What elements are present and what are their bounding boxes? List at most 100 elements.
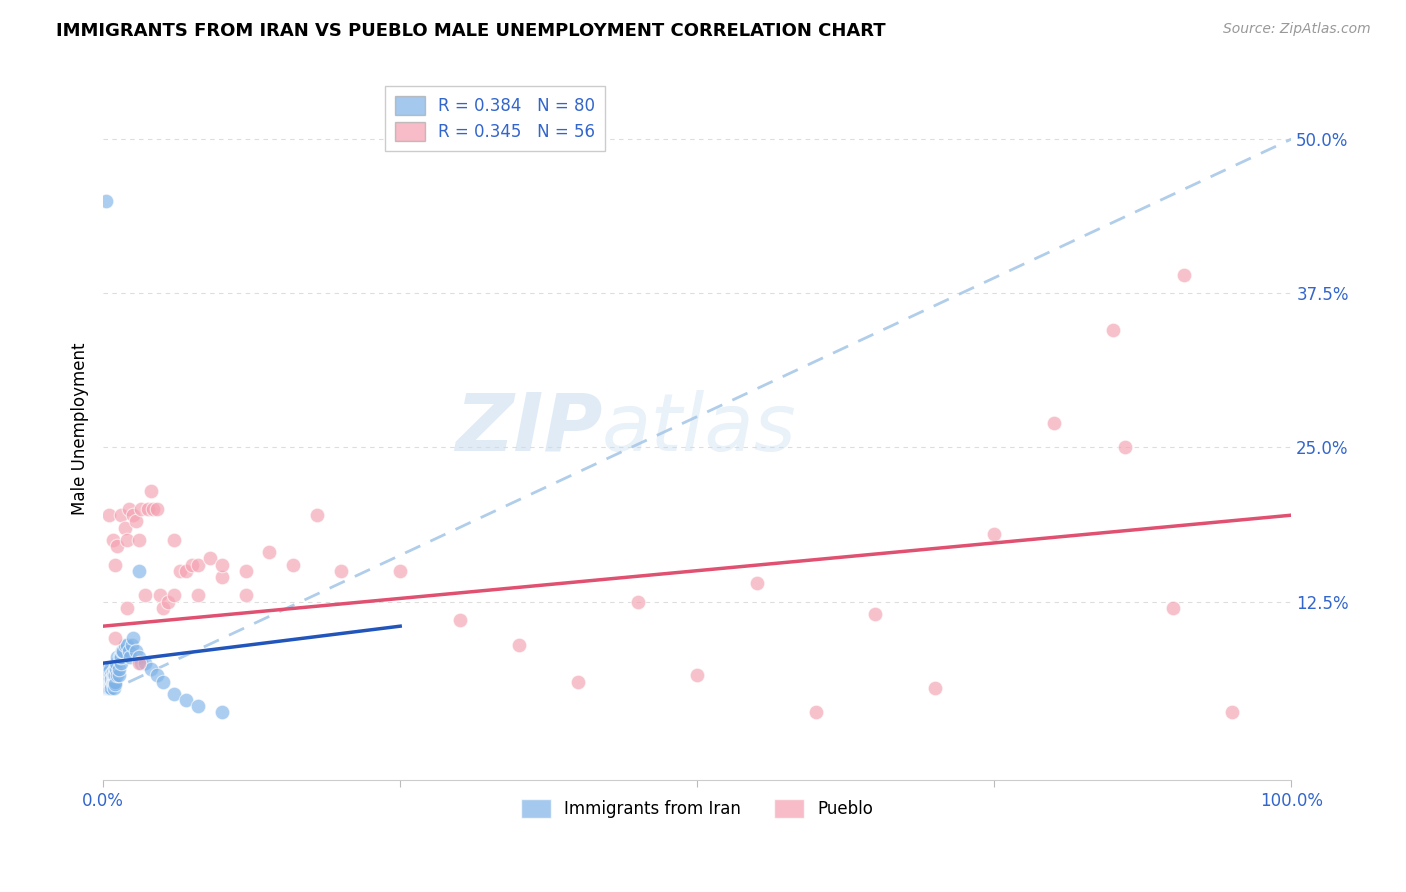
Point bbox=[211, 706, 233, 720]
Point bbox=[152, 600, 174, 615]
Point bbox=[187, 699, 209, 714]
Point bbox=[259, 545, 281, 559]
Point bbox=[163, 687, 186, 701]
Point bbox=[449, 613, 471, 627]
Point bbox=[686, 668, 709, 682]
Legend: Immigrants from Iran, Pueblo: Immigrants from Iran, Pueblo bbox=[515, 792, 880, 825]
Point bbox=[101, 665, 124, 679]
Point bbox=[100, 672, 122, 686]
Point bbox=[104, 668, 127, 682]
Point bbox=[1161, 600, 1184, 615]
Point bbox=[104, 677, 127, 691]
Point bbox=[94, 662, 117, 676]
Point bbox=[104, 632, 127, 646]
Point bbox=[329, 564, 352, 578]
Point bbox=[105, 656, 128, 670]
Point bbox=[187, 588, 209, 602]
Point bbox=[169, 564, 191, 578]
Point bbox=[105, 662, 128, 676]
Point bbox=[103, 681, 125, 695]
Point bbox=[211, 558, 233, 572]
Point bbox=[100, 668, 122, 682]
Point bbox=[111, 644, 134, 658]
Point bbox=[94, 668, 117, 682]
Point bbox=[100, 681, 122, 695]
Point bbox=[107, 668, 129, 682]
Point bbox=[97, 668, 120, 682]
Point bbox=[107, 662, 129, 676]
Point bbox=[94, 672, 117, 686]
Point bbox=[98, 668, 121, 682]
Point bbox=[105, 539, 128, 553]
Point bbox=[96, 674, 118, 689]
Point bbox=[121, 638, 143, 652]
Point bbox=[105, 668, 128, 682]
Point bbox=[103, 674, 125, 689]
Point bbox=[118, 644, 141, 658]
Text: IMMIGRANTS FROM IRAN VS PUEBLO MALE UNEMPLOYMENT CORRELATION CHART: IMMIGRANTS FROM IRAN VS PUEBLO MALE UNEM… bbox=[56, 22, 886, 40]
Point bbox=[804, 706, 827, 720]
Point bbox=[157, 594, 180, 608]
Point bbox=[567, 674, 589, 689]
Point bbox=[101, 677, 124, 691]
Point bbox=[181, 558, 204, 572]
Point bbox=[1220, 706, 1243, 720]
Point bbox=[100, 677, 122, 691]
Point bbox=[235, 564, 257, 578]
Point bbox=[101, 533, 124, 547]
Point bbox=[128, 650, 150, 665]
Point bbox=[94, 674, 117, 689]
Point bbox=[110, 508, 132, 523]
Point bbox=[114, 638, 136, 652]
Text: ZIP: ZIP bbox=[454, 390, 602, 468]
Point bbox=[129, 502, 152, 516]
Point bbox=[120, 650, 142, 665]
Point bbox=[98, 681, 121, 695]
Point bbox=[96, 681, 118, 695]
Point bbox=[104, 674, 127, 689]
Point bbox=[101, 674, 124, 689]
Point bbox=[93, 665, 115, 679]
Point bbox=[176, 564, 198, 578]
Point bbox=[121, 508, 143, 523]
Point bbox=[508, 638, 530, 652]
Point bbox=[98, 665, 121, 679]
Point bbox=[198, 551, 221, 566]
Point bbox=[1114, 441, 1136, 455]
Point bbox=[125, 644, 148, 658]
Point bbox=[98, 508, 121, 523]
Point bbox=[115, 533, 138, 547]
Point bbox=[152, 674, 174, 689]
Point bbox=[121, 632, 143, 646]
Point bbox=[97, 674, 120, 689]
Point bbox=[97, 681, 120, 695]
Point bbox=[94, 677, 117, 691]
Point bbox=[115, 600, 138, 615]
Text: atlas: atlas bbox=[602, 390, 797, 468]
Point bbox=[745, 576, 768, 591]
Point bbox=[97, 681, 120, 695]
Point bbox=[114, 520, 136, 534]
Point bbox=[94, 681, 117, 695]
Point bbox=[98, 677, 121, 691]
Point bbox=[865, 607, 887, 621]
Point bbox=[983, 526, 1005, 541]
Point bbox=[96, 668, 118, 682]
Point bbox=[100, 674, 122, 689]
Point bbox=[105, 650, 128, 665]
Point bbox=[110, 656, 132, 670]
Point bbox=[93, 662, 115, 676]
Point bbox=[1102, 323, 1125, 337]
Point bbox=[1173, 268, 1195, 282]
Point bbox=[305, 508, 328, 523]
Point bbox=[98, 674, 121, 689]
Point bbox=[139, 662, 162, 676]
Point bbox=[125, 514, 148, 528]
Point bbox=[128, 533, 150, 547]
Point bbox=[145, 502, 167, 516]
Point bbox=[139, 483, 162, 498]
Point bbox=[93, 668, 115, 682]
Point bbox=[98, 674, 121, 689]
Point bbox=[96, 674, 118, 689]
Point bbox=[96, 665, 118, 679]
